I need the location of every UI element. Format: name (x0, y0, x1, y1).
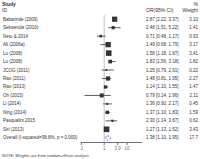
svg-text:1: 1 (103, 146, 106, 151)
svg-text:Sekwenda (2010): Sekwenda (2010) (3, 25, 39, 30)
svg-text:Ali (2006a): Ali (2006a) (3, 42, 25, 47)
svg-text:1.47: 1.47 (189, 84, 198, 89)
svg-text:1.36 [0.90, 2.17]: 1.36 [0.90, 2.17] (146, 101, 179, 106)
svg-text:Pasqualini 2015: Pasqualini 2015 (3, 118, 36, 123)
svg-text:3.43: 3.43 (189, 127, 198, 132)
svg-text:3.10: 3.10 (189, 17, 198, 22)
svg-text:1.37 [1.10, 1.83]: 1.37 [1.10, 1.83] (146, 110, 179, 115)
svg-text:1.25 [0.79, 2.61]: 1.25 [0.79, 2.61] (146, 68, 179, 73)
svg-text:1.49 [0.68, 1.79]: 1.49 [0.68, 1.79] (146, 42, 179, 47)
svg-text:Rao (2011): Rao (2011) (3, 76, 26, 81)
svg-text:2.87 [2.22, 3.37]: 2.87 [2.22, 3.37] (146, 17, 179, 22)
svg-text:OR(95% CI): OR(95% CI) (146, 7, 174, 13)
svg-text:Lu (2008): Lu (2008) (3, 59, 23, 64)
svg-text:1.48 [0.81, 1.95]: 1.48 [0.81, 1.95] (146, 76, 179, 81)
svg-text:JCOG (2011): JCOG (2011) (3, 68, 30, 73)
svg-text:Rao (2013): Rao (2013) (3, 84, 26, 89)
svg-text:1.38 [1.10, 1.95]: 1.38 [1.10, 1.95] (146, 135, 179, 140)
svg-text:0.93: 0.93 (189, 34, 198, 39)
svg-text:Neto & 2014: Neto & 2014 (3, 34, 29, 39)
svg-text:Study: Study (2, 1, 16, 7)
svg-text:0.22: 0.22 (189, 68, 198, 73)
svg-text:2.30 [1.14, 3.67]: 2.30 [1.14, 3.67] (146, 118, 179, 123)
svg-text:1.83 [1.56, 3.18]: 1.83 [1.56, 3.18] (146, 59, 179, 64)
svg-text:Overall (I-squared=98.8%, p =: Overall (I-squared=98.8%, p = 0.000) (3, 135, 78, 140)
svg-text:0.71 [0.48, 1.17]: 0.71 [0.48, 1.17] (146, 34, 179, 39)
svg-text:Oh (2015): Oh (2015) (3, 93, 24, 98)
svg-text:.1: .1 (79, 146, 83, 151)
svg-text:1.82: 1.82 (189, 59, 198, 64)
svg-text:Weight: Weight (183, 7, 199, 13)
svg-text:Babarinde (2009): Babarinde (2009) (3, 17, 38, 22)
svg-text:Li (2014): Li (2014) (3, 101, 21, 106)
svg-text:Siri (2013): Siri (2013) (3, 127, 24, 132)
svg-text:1.41: 1.41 (189, 25, 198, 30)
svg-text:17.7: 17.7 (189, 135, 198, 140)
svg-text:3.17: 3.17 (189, 42, 198, 47)
svg-text:0.45: 0.45 (189, 101, 198, 106)
svg-text:ID: ID (2, 7, 7, 13)
svg-text:1.27 [1.13, 1.52]: 1.27 [1.13, 1.52] (146, 127, 179, 132)
svg-text:2.27: 2.27 (189, 76, 198, 81)
svg-text:1.58 [1.18, 1.87]: 1.58 [1.18, 1.87] (146, 51, 179, 56)
svg-text:1.14 [1.10, 1.55]: 1.14 [1.10, 1.55] (146, 84, 179, 89)
svg-text:0.62: 0.62 (189, 118, 198, 123)
svg-text:10: 10 (125, 146, 131, 151)
svg-text:Ning (2014): Ning (2014) (3, 110, 27, 115)
svg-text:NOTE: Weights are from random-: NOTE: Weights are from random-effects an… (2, 153, 89, 158)
svg-text:0.79 [0.14, 1.96]: 0.79 [0.14, 1.96] (146, 93, 179, 98)
svg-text:2.11: 2.11 (190, 93, 199, 98)
svg-text:3.9: 3.9 (115, 146, 122, 151)
svg-text:3.41: 3.41 (189, 51, 198, 56)
svg-text:1.59: 1.59 (189, 110, 198, 115)
svg-text:Lu (2008): Lu (2008) (3, 51, 23, 56)
svg-text:2.48 [1.51, 5.22]: 2.48 [1.51, 5.22] (146, 25, 179, 30)
